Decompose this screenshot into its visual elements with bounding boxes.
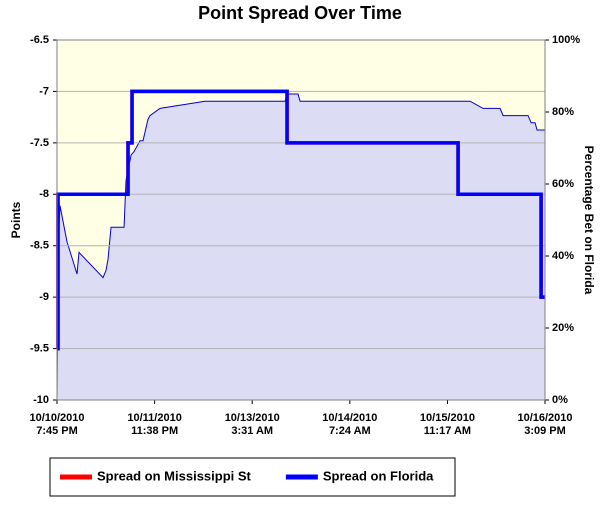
x-tick-label: 10/10/2010 7:45 PM [29,412,85,437]
area-line [56,93,545,401]
x-tick-label: 10/13/2010 3:31 AM [224,412,280,437]
x-tick-label: 10/16/2010 3:09 PM [517,412,573,437]
y-tick-label: -8.5 [30,240,49,252]
y-tick-label: -10 [33,394,49,406]
y-tick-label: -7 [39,85,49,97]
legend-box [49,457,456,497]
y2-axis-label: Percentage Bet on Florida [582,146,596,295]
y-tick-label: -9 [39,291,49,303]
series-line [56,89,545,351]
y2-tick-label: 20% [552,322,574,334]
y2-tick-label: 40% [552,250,574,262]
y2-tick-label: 80% [552,106,574,118]
y2-tick-label: 0% [552,394,568,406]
y2-tick-label: 100% [552,34,580,46]
y-tick-label: -9.5 [30,342,49,354]
x-tick-label: 10/15/2010 11:17 AM [419,412,475,437]
plot-border [56,39,546,401]
legend-label: Spread on Mississippi St [97,468,252,483]
x-tick-label: 10/14/2010 7:24 AM [322,412,378,437]
y2-tick-label: 60% [552,178,574,190]
x-tick-label: 10/11/2010 11:38 PM [127,412,182,437]
y-tick-label: -8 [39,188,49,200]
legend-label: Spread on Florida [323,468,434,483]
y-tick-label: -6.5 [30,34,49,46]
y-axis-label: Points [9,201,23,238]
y-tick-label: -7.5 [30,137,49,149]
chart-title: Point Spread Over Time [198,3,402,23]
area-fill [57,94,545,400]
